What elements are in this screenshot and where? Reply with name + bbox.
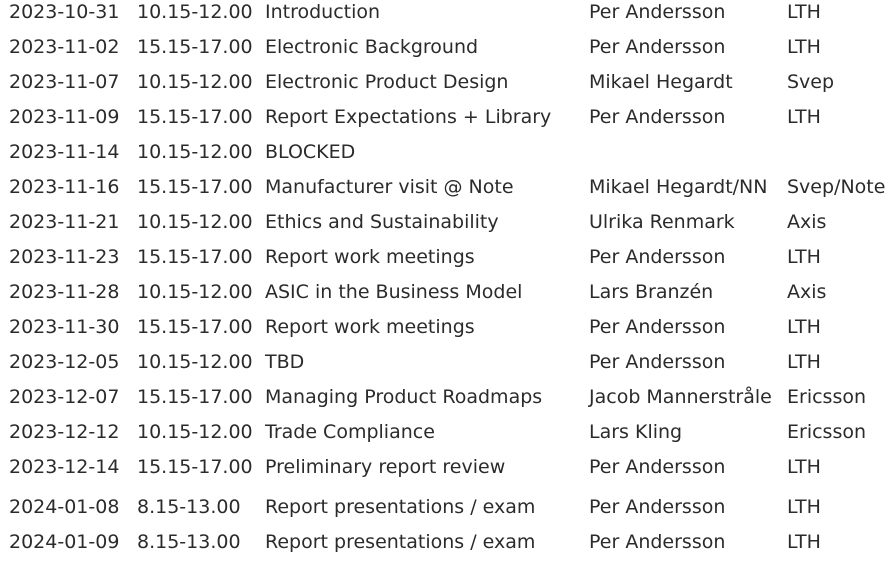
title-cell: Electronic Product Design xyxy=(265,71,509,93)
speaker-cell: Per Andersson xyxy=(589,106,726,128)
speaker-cell: Ulrika Renmark xyxy=(589,211,735,233)
table-row: 2023-12-07 15.15-17.00 Managing Product Ro… xyxy=(0,382,891,412)
date-cell: 2023-10-31 xyxy=(9,1,120,23)
time-cell: 15.15-17.00 xyxy=(137,106,253,128)
org-cell: Svep xyxy=(787,71,835,93)
org-cell: LTH xyxy=(787,246,821,268)
org-cell: Axis xyxy=(787,281,827,303)
time-cell: 15.15-17.00 xyxy=(137,246,253,268)
speaker-cell: Per Andersson xyxy=(589,456,726,478)
date-cell: 2023-11-14 xyxy=(9,141,120,163)
title-cell: Report work meetings xyxy=(265,316,475,338)
title-cell: BLOCKED xyxy=(265,141,356,163)
time-cell: 10.15-12.00 xyxy=(137,421,253,443)
title-cell: Electronic Background xyxy=(265,36,479,58)
title-cell: Report work meetings xyxy=(265,246,475,268)
table-row: 2023-11-07 10.15-12.00 Electronic Product … xyxy=(0,67,891,97)
time-cell: 10.15-12.00 xyxy=(137,351,253,373)
date-cell: 2023-11-02 xyxy=(9,36,120,58)
date-cell: 2023-11-09 xyxy=(9,106,120,128)
title-cell: Report presentations / exam xyxy=(265,496,536,518)
speaker-cell: Per Andersson xyxy=(589,531,726,553)
time-cell: 15.15-17.00 xyxy=(137,316,253,338)
title-cell: Trade Compliance xyxy=(265,421,435,443)
org-cell: Ericsson xyxy=(787,421,867,443)
time-cell: 10.15-12.00 xyxy=(137,141,253,163)
org-cell: LTH xyxy=(787,316,821,338)
time-cell: 10.15-12.00 xyxy=(137,71,253,93)
speaker-cell: Jacob Mannerstråle xyxy=(589,386,772,408)
org-cell: LTH xyxy=(787,351,821,373)
org-cell: LTH xyxy=(787,496,821,518)
title-cell: Report presentations / exam xyxy=(265,531,536,553)
org-cell: Ericsson xyxy=(787,386,867,408)
speaker-cell: Per Andersson xyxy=(589,36,726,58)
table-row: 2023-11-16 15.15-17.00 Manufacturer visit … xyxy=(0,172,891,202)
title-cell: Preliminary report review xyxy=(265,456,506,478)
date-cell: 2023-12-14 xyxy=(9,456,120,478)
time-cell: 10.15-12.00 xyxy=(137,211,253,233)
date-cell: 2023-12-07 xyxy=(9,386,120,408)
speaker-cell: Per Andersson xyxy=(589,316,726,338)
title-cell: TBD xyxy=(265,351,305,373)
org-cell: Axis xyxy=(787,211,827,233)
table-row: 2023-11-09 15.15-17.00 Report Expectations… xyxy=(0,102,891,132)
date-cell: 2023-12-05 xyxy=(9,351,120,373)
time-cell: 15.15-17.00 xyxy=(137,36,253,58)
table-row: 2023-11-21 10.15-12.00 Ethics and Sustaina… xyxy=(0,207,891,237)
date-cell: 2023-11-23 xyxy=(9,246,120,268)
speaker-cell: Mikael Hegardt/NN xyxy=(589,176,768,198)
time-cell: 15.15-17.00 xyxy=(137,456,253,478)
speaker-cell: Per Andersson xyxy=(589,246,726,268)
time-cell: 8.15-13.00 xyxy=(137,496,241,518)
table-row: 2023-12-14 15.15-17.00 Preliminary report … xyxy=(0,452,891,482)
table-row: 2023-10-31 10.15-12.00 Introduction Per And… xyxy=(0,0,891,27)
title-cell: Introduction xyxy=(265,1,381,23)
title-cell: Ethics and Sustainability xyxy=(265,211,499,233)
table-row: 2023-11-14 10.15-12.00 BLOCKED xyxy=(0,137,891,167)
date-cell: 2024-01-08 xyxy=(9,496,120,518)
title-cell: Managing Product Roadmaps xyxy=(265,386,543,408)
date-cell: 2023-11-16 xyxy=(9,176,120,198)
speaker-cell: Lars Branzén xyxy=(589,281,714,303)
org-cell: LTH xyxy=(787,106,821,128)
speaker-cell: Per Andersson xyxy=(589,351,726,373)
org-cell: LTH xyxy=(787,456,821,478)
table-row: 2023-12-12 10.15-12.00 Trade Compliance Lar… xyxy=(0,417,891,447)
table-row: 2023-11-23 15.15-17.00 Report work meeting… xyxy=(0,242,891,272)
date-cell: 2023-11-07 xyxy=(9,71,120,93)
time-cell: 10.15-12.00 xyxy=(137,1,253,23)
date-cell: 2023-11-28 xyxy=(9,281,120,303)
date-cell: 2023-12-12 xyxy=(9,421,120,443)
org-cell: LTH xyxy=(787,531,821,553)
table-row: 2023-12-05 10.15-12.00 TBD Per Andersson LTH xyxy=(0,347,891,377)
speaker-cell: Lars Kling xyxy=(589,421,683,443)
time-cell: 15.15-17.00 xyxy=(137,176,253,198)
org-cell: LTH xyxy=(787,1,821,23)
table-row: 2023-11-02 15.15-17.00 Electronic Backgrou… xyxy=(0,32,891,62)
table-row: 2024-01-08 8.15-13.00 Report presentations… xyxy=(0,492,891,522)
speaker-cell: Mikael Hegardt xyxy=(589,71,733,93)
title-cell: ASIC in the Business Model xyxy=(265,281,523,303)
date-cell: 2024-01-09 xyxy=(9,531,120,553)
table-row: 2023-11-28 10.15-12.00 ASIC in the Busines… xyxy=(0,277,891,307)
speaker-cell: Per Andersson xyxy=(589,1,726,23)
table-row: 2024-01-09 8.15-13.00 Report presentations… xyxy=(0,527,891,557)
date-cell: 2023-11-21 xyxy=(9,211,120,233)
title-cell: Manufacturer visit @ Note xyxy=(265,176,514,198)
time-cell: 15.15-17.00 xyxy=(137,386,253,408)
org-cell: Svep/Note xyxy=(787,176,886,198)
date-cell: 2023-11-30 xyxy=(9,316,120,338)
time-cell: 10.15-12.00 xyxy=(137,281,253,303)
time-cell: 8.15-13.00 xyxy=(137,531,241,553)
org-cell: LTH xyxy=(787,36,821,58)
title-cell: Report Expectations + Library xyxy=(265,106,552,128)
table-row: 2023-11-30 15.15-17.00 Report work meeting… xyxy=(0,312,891,342)
speaker-cell: Per Andersson xyxy=(589,496,726,518)
